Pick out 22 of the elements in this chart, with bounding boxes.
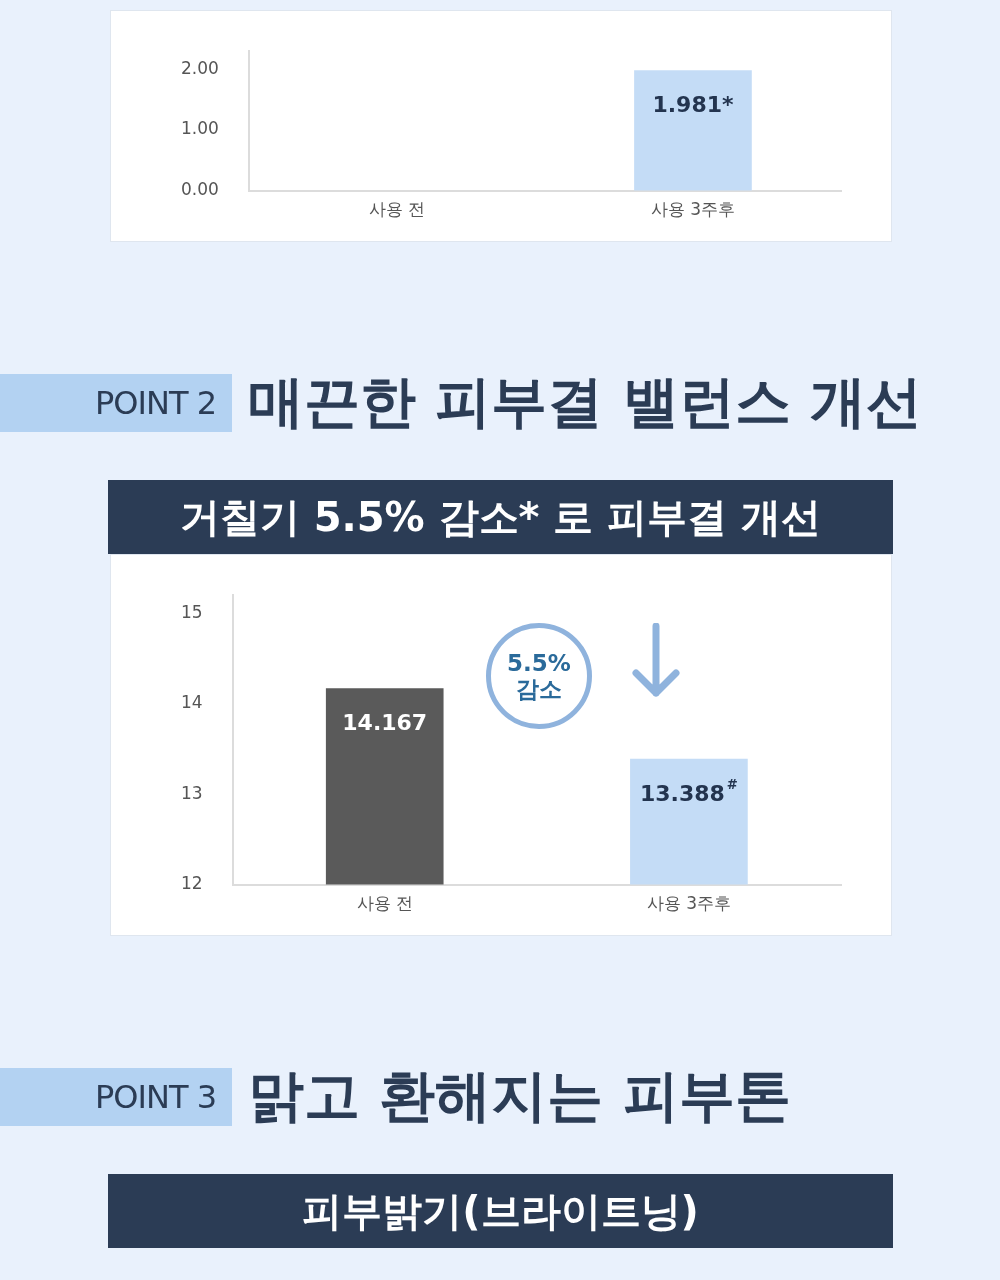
y-tick-label: 1.00 — [180, 118, 219, 139]
y-tick-label: 13 — [180, 782, 203, 803]
x-tick-label: 사용 전 — [356, 893, 413, 914]
data-label: 1.981* — [652, 92, 734, 118]
chart-subtitle: 매끈한 피부결 밸런스 개선 — [248, 368, 923, 436]
x-tick-label: 사용 3주후 — [646, 893, 732, 914]
y-tick-label: 14 — [180, 692, 203, 713]
y-tick-label: 12 — [180, 873, 203, 894]
annotation: 5.5% 감소 — [506, 650, 572, 702]
y-tick-label: 2.00 — [180, 57, 219, 78]
text: POINT 2 — [0, 374, 232, 432]
chart-title: 거칠기 5.5% 감소* 로 피부결 개선 — [108, 480, 893, 554]
data-label: 14.167 — [342, 710, 428, 736]
text: 피부밝기(브라이트닝) — [108, 1174, 893, 1248]
circle-badge: 5.5% 감소 — [486, 623, 592, 729]
x-tick-label: 사용 전 — [368, 199, 426, 220]
y-tick-label: 15 — [180, 601, 203, 622]
data-label: 13.388# — [639, 776, 738, 806]
text: 맑고 환해지는 피부톤 — [248, 1062, 791, 1130]
x-tick-label: 사용 3주후 — [650, 199, 736, 220]
y-tick-label: 0.00 — [180, 179, 219, 200]
text: POINT 3 — [0, 1068, 232, 1126]
